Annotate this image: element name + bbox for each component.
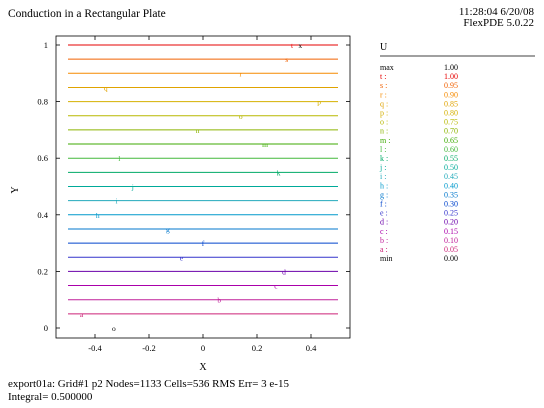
legend-key-a: a : <box>380 245 388 254</box>
legend-max-label: max <box>380 63 394 72</box>
legend-key-q: q : <box>380 99 388 108</box>
legend-value-c: 0.15 <box>444 227 458 236</box>
software-version: FlexPDE 5.0.22 <box>463 17 534 29</box>
y-tick-label: 0.6 <box>37 153 48 163</box>
legend-key-o: o : <box>380 118 388 127</box>
grid-info: export01a: Grid#1 p2 Nodes=1133 Cells=53… <box>8 378 289 390</box>
contour-tag-i: i <box>116 197 118 206</box>
contour-tag-r: r <box>240 69 243 78</box>
legend-value-l: 0.60 <box>444 145 458 154</box>
legend-value-f: 0.30 <box>444 200 458 209</box>
legend-value-r: 0.90 <box>444 90 458 99</box>
legend-key-c: c : <box>380 227 388 236</box>
legend-key-r: r : <box>380 90 387 99</box>
contour-tag-n: n <box>196 126 200 135</box>
marker-x: x <box>298 41 302 50</box>
y-tick-label: 0 <box>44 323 48 333</box>
legend-value-h: 0.40 <box>444 181 458 190</box>
legend-key-t: t : <box>380 72 386 81</box>
legend-key-h: h : <box>380 181 388 190</box>
legend-min-label: min <box>380 254 392 263</box>
legend-value-d: 0.20 <box>444 218 458 227</box>
contour-tag-f: f <box>202 239 205 248</box>
legend-value-e: 0.25 <box>444 209 458 218</box>
contour-tag-o: o <box>239 112 243 121</box>
contour-tag-d: d <box>282 267 286 276</box>
legend-key-p: p : <box>380 109 388 118</box>
legend-title: U <box>380 42 388 53</box>
legend-value-j: 0.50 <box>444 163 458 172</box>
legend-min-value: 0.00 <box>444 254 458 263</box>
contour-tag-k: k <box>277 168 281 177</box>
timestamp: 11:28:04 6/20/08 <box>458 6 534 18</box>
contour-tag-e: e <box>180 253 184 262</box>
legend-value-a: 0.05 <box>444 245 458 254</box>
x-tick-label: 0 <box>201 343 205 353</box>
x-tick-label: -0.4 <box>88 343 102 353</box>
legend-value-i: 0.45 <box>444 172 458 181</box>
legend-value-g: 0.35 <box>444 190 458 199</box>
legend-value-n: 0.70 <box>444 127 458 136</box>
legend-value-b: 0.10 <box>444 236 458 245</box>
contour-tag-g: g <box>166 225 170 234</box>
legend-value-k: 0.55 <box>444 154 458 163</box>
legend-key-m: m : <box>380 136 390 145</box>
x-tick-label: 0.2 <box>252 343 263 353</box>
contour-tag-m: m <box>262 140 268 149</box>
marker-o: o <box>112 324 116 333</box>
legend-key-j: j : <box>379 163 386 172</box>
legend-value-q: 0.85 <box>444 99 458 108</box>
y-axis-label: Y <box>10 186 21 193</box>
legend-value-m: 0.65 <box>444 136 458 145</box>
contour-tag-s: s <box>285 55 288 64</box>
legend-key-d: d : <box>380 218 388 227</box>
legend-key-l: l : <box>380 145 386 154</box>
integral-info: Integral= 0.500000 <box>8 391 93 403</box>
legend-key-n: n : <box>380 127 388 136</box>
legend-key-f: f : <box>380 200 387 209</box>
legend-key-g: g : <box>380 190 388 199</box>
legend-value-t: 1.00 <box>444 72 458 81</box>
legend-key-s: s : <box>380 81 387 90</box>
y-tick-label: 1 <box>44 40 48 50</box>
contour-tag-q: q <box>104 83 108 92</box>
contour-tag-h: h <box>96 211 100 220</box>
contour-tag-p: p <box>317 98 321 107</box>
x-tick-label: 0.4 <box>306 343 317 353</box>
contour-tag-t: t <box>291 41 294 50</box>
contour-tag-a: a <box>80 310 84 319</box>
legend-key-b: b : <box>380 236 388 245</box>
legend-key-k: k : <box>380 154 388 163</box>
y-tick-label: 0.8 <box>37 97 48 107</box>
contour-tag-j: j <box>131 183 134 192</box>
legend-value-o: 0.75 <box>444 118 458 127</box>
chart-title: Conduction in a Rectangular Plate <box>8 8 166 20</box>
x-axis-label: X <box>199 362 207 373</box>
legend-key-e: e : <box>380 209 388 218</box>
legend-max-value: 1.00 <box>444 63 458 72</box>
y-tick-label: 0.2 <box>37 266 48 276</box>
y-tick-label: 0.4 <box>37 210 48 220</box>
contour-tag-b: b <box>217 296 221 305</box>
contour-tag-c: c <box>274 282 278 291</box>
legend-key-i: i : <box>380 172 386 181</box>
contour-tag-l: l <box>118 154 120 163</box>
legend-value-p: 0.80 <box>444 109 458 118</box>
legend-value-s: 0.95 <box>444 81 458 90</box>
x-tick-label: -0.2 <box>142 343 155 353</box>
